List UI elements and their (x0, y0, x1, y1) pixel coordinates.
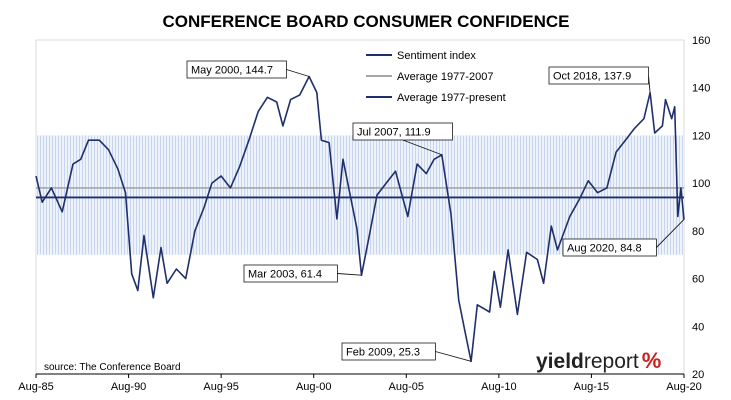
chart-title: CONFERENCE BOARD CONSUMER CONFIDENCE (162, 12, 569, 31)
x-tick-label: Aug-20 (666, 381, 701, 393)
legend: Sentiment index Average 1977-2007 Average … (366, 50, 506, 104)
x-tick-label: Aug-10 (481, 381, 516, 393)
annotation-leader (402, 139, 442, 156)
logo-percent-symbol: % (642, 348, 662, 373)
annotation-box (243, 264, 338, 283)
y-tick-label: 80 (692, 226, 704, 238)
x-tick-label: Aug-85 (18, 381, 53, 393)
legend-label: Average 1977-2007 (397, 71, 493, 83)
sentiment-index-line (35, 75, 685, 363)
annotation-box (186, 60, 287, 79)
source-note: source: The Conference Board (44, 362, 181, 373)
y-tick-label: 160 (692, 35, 710, 47)
yieldreport-logo: yieldreport% (536, 348, 661, 373)
annotation-box (352, 122, 453, 141)
reference-lines (36, 187, 684, 199)
svg-text:yieldreport%: yieldreport% (536, 348, 661, 373)
y-tick-label: 60 (692, 274, 704, 286)
x-tick-label: Aug-95 (203, 381, 238, 393)
annotation-leader (435, 351, 472, 362)
annotation-leader (337, 273, 362, 276)
y-tick-label: 140 (692, 83, 710, 95)
series-layer (35, 75, 685, 363)
logo-text-report: report (584, 350, 639, 373)
logo-text-yield: yield (536, 350, 584, 373)
x-tick-label: Aug-90 (111, 381, 146, 393)
band-layer (36, 135, 684, 255)
legend-label: Sentiment index (397, 50, 476, 62)
y-tick-label: 100 (692, 178, 710, 190)
legend-label: Average 1977-present (397, 92, 506, 104)
x-tick-label: Aug-05 (389, 381, 424, 393)
annotation-label: Oct 2018, 137.9 (553, 71, 631, 83)
y-tick-label: 40 (692, 321, 704, 333)
y-tick-label: 120 (692, 130, 710, 142)
x-tick-label: Aug-00 (296, 381, 331, 393)
annotation-label: Feb 2009, 25.3 (346, 347, 420, 359)
annotation-box (341, 342, 436, 361)
annotation-label: Aug 2020, 84.8 (567, 243, 642, 255)
band-stripes (37, 135, 683, 255)
annotation-leader (286, 69, 310, 77)
x-tick-label: Aug-15 (574, 381, 609, 393)
annotation-leader (656, 219, 685, 248)
annotation-box (562, 238, 657, 257)
y-tick-label: 20 (692, 369, 704, 381)
annotation-label: Jul 2007, 111.9 (357, 127, 431, 139)
axes: Aug-85 Aug-90 Aug-95 Aug-00 Aug-05 Aug-10 Aug-… (18, 35, 710, 393)
annotation-box (548, 66, 649, 85)
annotations: May 2000, 144.7 Oct 2018, 137.9 Jul 2007, … (186, 60, 685, 362)
annotation-label: May 2000, 144.7 (191, 65, 273, 77)
annotation-label: Mar 2003, 61.4 (248, 269, 322, 281)
